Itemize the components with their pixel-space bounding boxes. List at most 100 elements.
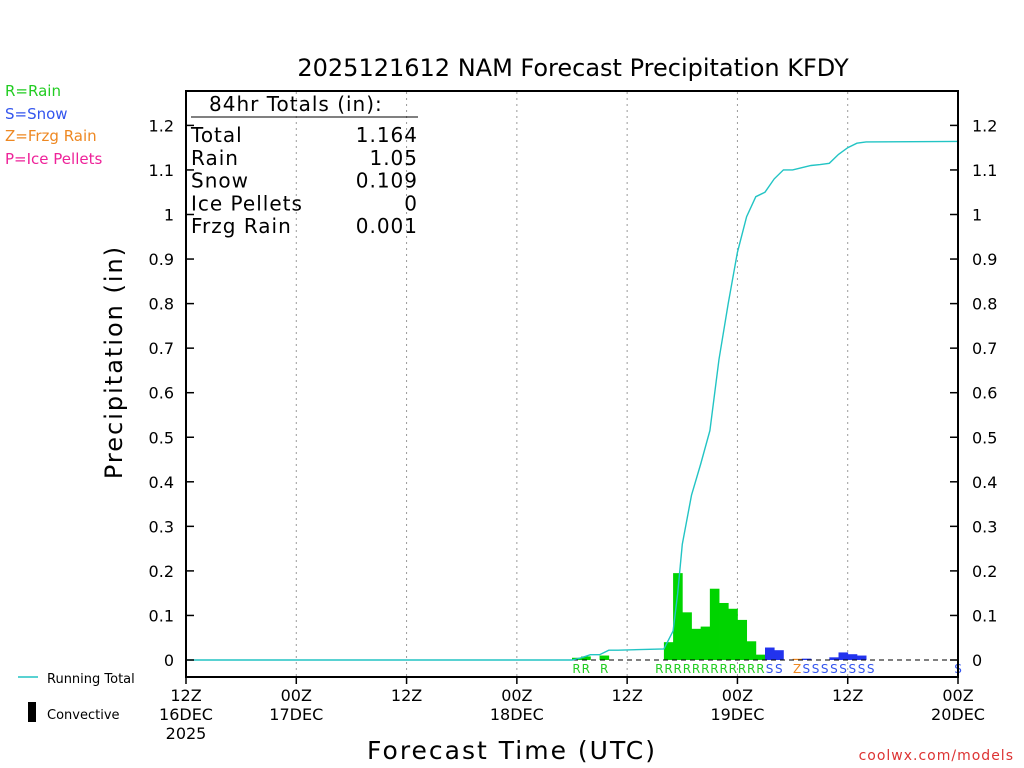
precip-bar [737,619,748,660]
x-tick-date: 16DEC [159,705,213,724]
y-tick-label: 0.4 [149,473,174,492]
bar-series [572,573,867,660]
totals-header: 84hr Totals (in): [209,92,383,116]
precip-type-code: R [674,662,682,676]
precip-type-code: R [683,662,691,676]
y-tick-label: 0.5 [149,428,174,447]
y-tick-label-right: 0 [972,651,982,670]
precip-bar [829,657,839,660]
precip-type-code: S [812,662,820,676]
x-tick-label: 12Z [391,686,422,705]
legend-snow: S=Snow [5,105,68,123]
y-tick-label-right: 0.2 [972,562,997,581]
grid-lines [295,92,849,676]
precip-type-code: R [655,662,663,676]
credit-url: coolwx.com/models [859,748,1014,764]
precip-type-code: Z [793,662,801,676]
x-tick-date: 18DEC [490,705,544,724]
precip-bar [765,647,775,660]
legend-ice-pellets: P=Ice Pellets [5,150,102,168]
x-tick-date: 19DEC [710,705,764,724]
precip-type-code: S [775,662,783,676]
precip-type-code: S [830,662,838,676]
y-tick-label-right: 1.1 [972,161,997,180]
y-tick-label-right: 1 [972,206,982,225]
y-tick-label: 0.1 [149,606,174,625]
y-tick-label: 0 [164,651,174,670]
legend-running-total: Running Total [47,672,135,687]
precip-bar [746,641,757,660]
y-tick-label-right: 0.5 [972,428,997,447]
chart-title: 2025121612 NAM Forecast Precipitation KF… [297,54,849,82]
y-tick-label-right: 0.7 [972,339,997,358]
totals-row-value: 0.001 [356,214,418,238]
x-tick-label: 00Z [942,686,973,705]
running-total-line [186,140,959,661]
precip-type-code: R [572,662,580,676]
precip-bar [719,602,729,660]
legend-convective: Convective [47,708,120,723]
precip-type-code: R [719,662,727,676]
x-axis-label: Forecast Time (UTC) [367,736,657,765]
y-tick-label: 0.9 [149,250,174,269]
y-tick-label-right: 1.2 [972,116,997,135]
y-axis-right: 0 0.1 0.2 0.3 0.4 0.5 0.6 0.7 0.8 0.9 1 1.1 1.2 [950,116,997,670]
plot-frame [185,90,959,678]
precip-type-code: R [710,662,718,676]
y-tick-label: 0.3 [149,517,174,536]
precip-bar [581,656,591,660]
totals-row-label: Ice Pellets [191,191,303,215]
precip-bar [755,654,766,660]
y-tick-label: 1.1 [149,161,174,180]
precip-bar [691,628,702,660]
totals-row-label: Snow [191,169,249,193]
totals-row-label: Frzg Rain [191,214,292,238]
x-tick-label: 12Z [170,686,201,705]
legend-frzg-rain: Z=Frzg Rain [5,127,97,145]
precip-type-code: S [858,662,866,676]
convective-legend-swatch [28,702,36,722]
y-tick-label: 0.6 [149,384,174,403]
precip-type-code: S [839,662,847,676]
precip-type-code: R [738,662,746,676]
precip-bar [728,608,738,660]
totals-row-value: 1.05 [369,146,418,170]
precip-type-code: R [664,662,672,676]
totals-row-value: 1.164 [356,123,418,147]
precip-bar [663,642,674,660]
y-tick-label-right: 0.4 [972,473,997,492]
totals-row-value: 0.109 [356,169,418,193]
precip-bar [673,573,683,660]
x-tick-label: 00Z [501,686,532,705]
y-tick-label-right: 0.1 [972,606,997,625]
precip-type-code: S [766,662,774,676]
precip-bar [599,655,610,660]
precip-type-code: R [692,662,700,676]
y-axis-left: 0 0.1 0.2 0.3 0.4 0.5 0.6 0.7 0.8 0.9 1 1.1 1.2 [149,116,194,670]
legend-rain: R=Rain [5,82,61,100]
precip-bar [801,658,812,660]
precip-type-code: R [747,662,755,676]
y-tick-label-right: 0.8 [972,295,997,314]
x-tick-label: 12Z [611,686,642,705]
y-tick-label: 1.2 [149,116,174,135]
precip-type-code: R [729,662,737,676]
x-tick-date: 20DEC [931,705,985,724]
precip-type-code: R [600,662,608,676]
totals-row-label: Total [190,123,243,147]
y-tick-label: 0.2 [149,562,174,581]
x-tick-label: 00Z [722,686,753,705]
x-tick-label: 12Z [832,686,863,705]
precip-bar [847,654,858,660]
precip-type-code: R [701,662,709,676]
totals-row-value: 0 [404,191,418,215]
y-tick-label-right: 0.6 [972,384,997,403]
precip-type-code: R [756,662,764,676]
y-tick-label-right: 0.9 [972,250,997,269]
precip-type-code: S [867,662,875,676]
y-tick-label: 0.7 [149,339,174,358]
x-tick-label: 00Z [281,686,312,705]
precip-bar [700,626,711,660]
